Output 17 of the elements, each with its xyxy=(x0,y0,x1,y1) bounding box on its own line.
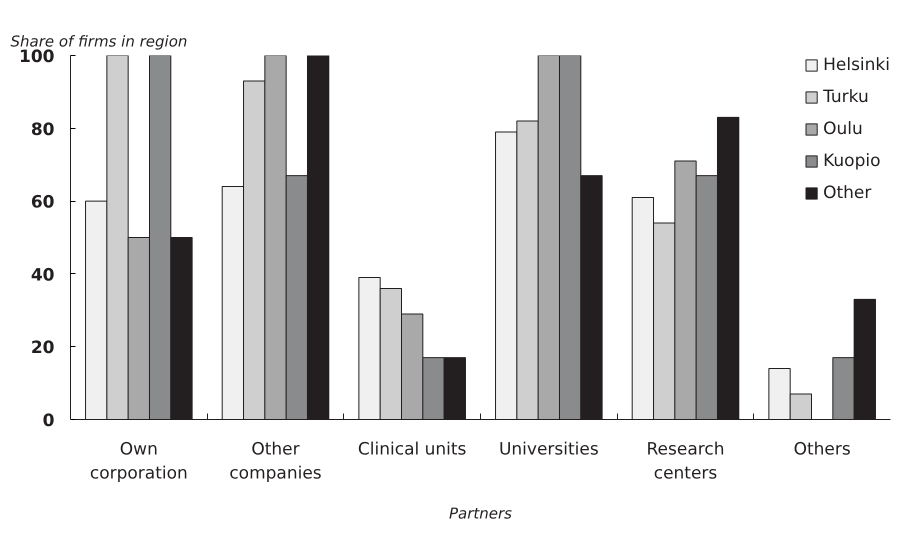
legend-label: Kuopio xyxy=(823,151,881,171)
x-tick-label: Clinical units xyxy=(358,440,467,460)
legend-label: Turku xyxy=(823,87,869,107)
x-tick-label: Universities xyxy=(498,440,599,460)
legend-label: Other xyxy=(823,183,872,203)
x-tick-label: Other companies xyxy=(229,440,322,484)
legend-label: Helsinki xyxy=(823,55,890,75)
x-tick-label: Own corporation xyxy=(90,440,188,484)
y-tick-label: 40 xyxy=(30,265,55,286)
y-tick-label: 20 xyxy=(30,338,55,358)
x-tick-label: Others xyxy=(794,440,851,460)
legend-label: Oulu xyxy=(823,119,863,139)
y-tick-label: 60 xyxy=(30,192,55,213)
y-tick-label: 0 xyxy=(42,411,55,431)
x-axis-title: Partners xyxy=(449,504,512,522)
x-tick-label: Research centers xyxy=(646,440,724,484)
y-tick-label: 80 xyxy=(30,120,55,140)
